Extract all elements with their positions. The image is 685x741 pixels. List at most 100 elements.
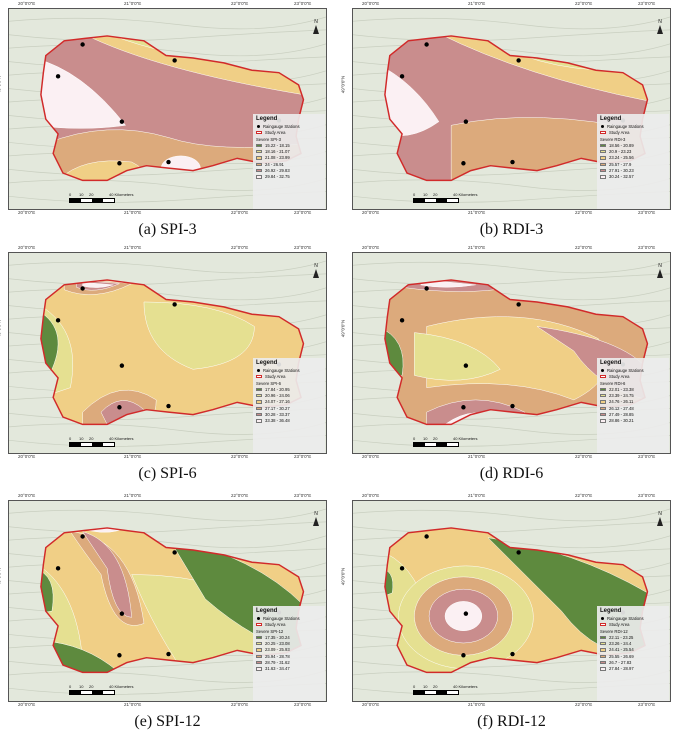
raingauge-station [399, 318, 405, 323]
longitude-label: 23°0'0"E [638, 702, 656, 707]
longitude-label: 20°0'0"E [18, 493, 36, 498]
legend-stations-row: Raingauge Stations [256, 368, 322, 373]
station-marker-icon [257, 369, 260, 372]
map-frame: N 0 10 20 40 Kilometers Legend Raingauge Stati… [352, 252, 671, 454]
legend-class-label: 20.96 - 24.06 [265, 393, 290, 399]
legend-title: Legend [256, 116, 278, 122]
scale-tick-label: 40 Kilometers [109, 436, 134, 441]
longitude-label: 23°0'0"E [638, 1, 656, 6]
raingauge-station [80, 534, 85, 539]
longitude-label: 21°0'0"E [124, 245, 142, 250]
scale-tick-label: 40 Kilometers [109, 684, 134, 689]
legend-swatch [600, 149, 606, 154]
legend-class-label: 29.84 - 32.75 [265, 174, 290, 180]
legend-swatch [600, 162, 606, 167]
study-area-swatch-icon [600, 623, 606, 627]
legend-class-row: 24.76 - 26.11 [600, 399, 666, 404]
legend-class-label: 23.39 - 24.75 [609, 393, 634, 399]
map-legend: Legend Raingauge Stations Study Area Severe… [253, 606, 325, 701]
scale-tick-label: 10 [423, 684, 428, 689]
legend-stations-label: Raingauge Stations [263, 368, 300, 373]
raingauge-station [117, 161, 122, 166]
legend-stations-row: Raingauge Stations [600, 124, 666, 129]
scale-tick-label: 10 [423, 436, 428, 441]
scale-bar: 0 10 20 40 Kilometers [413, 436, 523, 447]
severity-zone [82, 282, 114, 288]
scale-tick-label: 20 [433, 684, 438, 689]
legend-class-label: 24 - 26.91 [265, 161, 284, 167]
raingauge-station [80, 42, 85, 47]
raingauge-station [166, 403, 171, 409]
basemap-road [353, 521, 670, 534]
longitude-label: 21°0'0"E [124, 210, 142, 215]
longitude-label: 23°0'0"E [638, 493, 656, 498]
longitude-label: 22°0'0"E [575, 1, 593, 6]
legend-study-area-label: Study Area [609, 374, 630, 380]
scale-bar: 0 10 20 40 Kilometers [413, 684, 523, 695]
legend-class-row: 21.08 - 23.99 [256, 155, 322, 160]
legend-swatch [600, 168, 606, 173]
legend-study-area-label: Study Area [609, 622, 630, 628]
longitude-label: 21°0'0"E [124, 702, 142, 707]
scale-tick-label: 0 [69, 192, 72, 197]
legend-class-label: 26.92 - 29.83 [265, 168, 290, 174]
basemap-road [9, 508, 326, 522]
legend-swatch [600, 641, 606, 646]
map-frame: N 0 10 20 40 Kilometers Legend Raingauge Stati… [8, 8, 327, 210]
north-arrow-icon: N [657, 511, 663, 526]
north-arrow-icon: N [657, 263, 663, 278]
legend-swatch [256, 149, 262, 154]
basemap-road [353, 29, 670, 42]
legend-severity-title: Severe SPI-6 [256, 380, 281, 386]
legend-class-label: 27.49 - 28.85 [609, 412, 634, 418]
legend-swatch [600, 406, 606, 411]
map-legend: Legend Raingauge Stations Study Area Severe… [597, 606, 669, 701]
legend-swatch [600, 400, 606, 404]
legend-class-row: 22.11 - 23.25 [600, 635, 666, 640]
longitude-label: 22°0'0"E [231, 493, 249, 498]
legend-class-label: 22.01 - 23.38 [609, 386, 634, 392]
longitude-label: 22°0'0"E [575, 454, 593, 459]
raingauge-station [463, 119, 469, 124]
legend-swatch [256, 175, 262, 179]
raingauge-station [117, 405, 122, 410]
severity-zone [384, 326, 404, 382]
legend-swatch [256, 393, 262, 398]
raingauge-station [510, 403, 515, 409]
legend-swatch [256, 654, 262, 659]
scale-bar: 0 10 20 40 Kilometers [69, 192, 179, 203]
legend-class-row: 28.79 - 31.62 [256, 660, 322, 665]
map-panel: 20°0'0"E 21°0'0"E 22°0'0"E 23°0'0"E 20°0'0"E… [0, 1, 331, 242]
legend-swatch [256, 406, 262, 411]
legend-study-area-row: Study Area [600, 374, 666, 379]
legend-stations-label: Raingauge Stations [263, 124, 300, 129]
legend-title: Legend [600, 360, 622, 366]
scale-bar: 0 10 20 40 Kilometers [69, 436, 179, 447]
legend-stations-row: Raingauge Stations [256, 124, 322, 129]
raingauge-station [80, 286, 85, 291]
scale-bar: 0 10 20 40 Kilometers [69, 684, 179, 695]
map-frame: N 0 10 20 40 Kilometers Legend Raingauge Stati… [8, 252, 327, 454]
raingauge-station [172, 302, 177, 307]
longitude-label: 23°0'0"E [294, 454, 312, 459]
longitude-label: 20°0'0"E [362, 493, 380, 498]
scale-tick-label: 10 [423, 192, 428, 197]
legend-swatch [256, 168, 262, 173]
legend-study-area-row: Study Area [256, 622, 322, 627]
panel-caption: (f) RDI-12 [477, 713, 546, 730]
north-label: N [658, 263, 662, 269]
longitude-label: 21°0'0"E [468, 210, 486, 215]
legend-study-area-label: Study Area [609, 130, 630, 136]
legend-class-row: 26.7 - 27.83 [600, 660, 666, 665]
severity-zones [384, 527, 648, 673]
legend-stations-row: Raingauge Stations [256, 616, 322, 621]
legend-swatch [600, 660, 606, 665]
raingauge-station [463, 611, 469, 616]
basemap-road [353, 16, 670, 30]
raingauge-station [516, 58, 521, 63]
legend-class-label: 27.17 - 30.27 [265, 405, 290, 411]
longitude-label: 22°0'0"E [575, 210, 593, 215]
longitude-label: 21°0'0"E [468, 454, 486, 459]
latitude-label: 49°0'0"N [340, 567, 346, 586]
legend-class-row: 20.96 - 24.06 [256, 393, 322, 398]
